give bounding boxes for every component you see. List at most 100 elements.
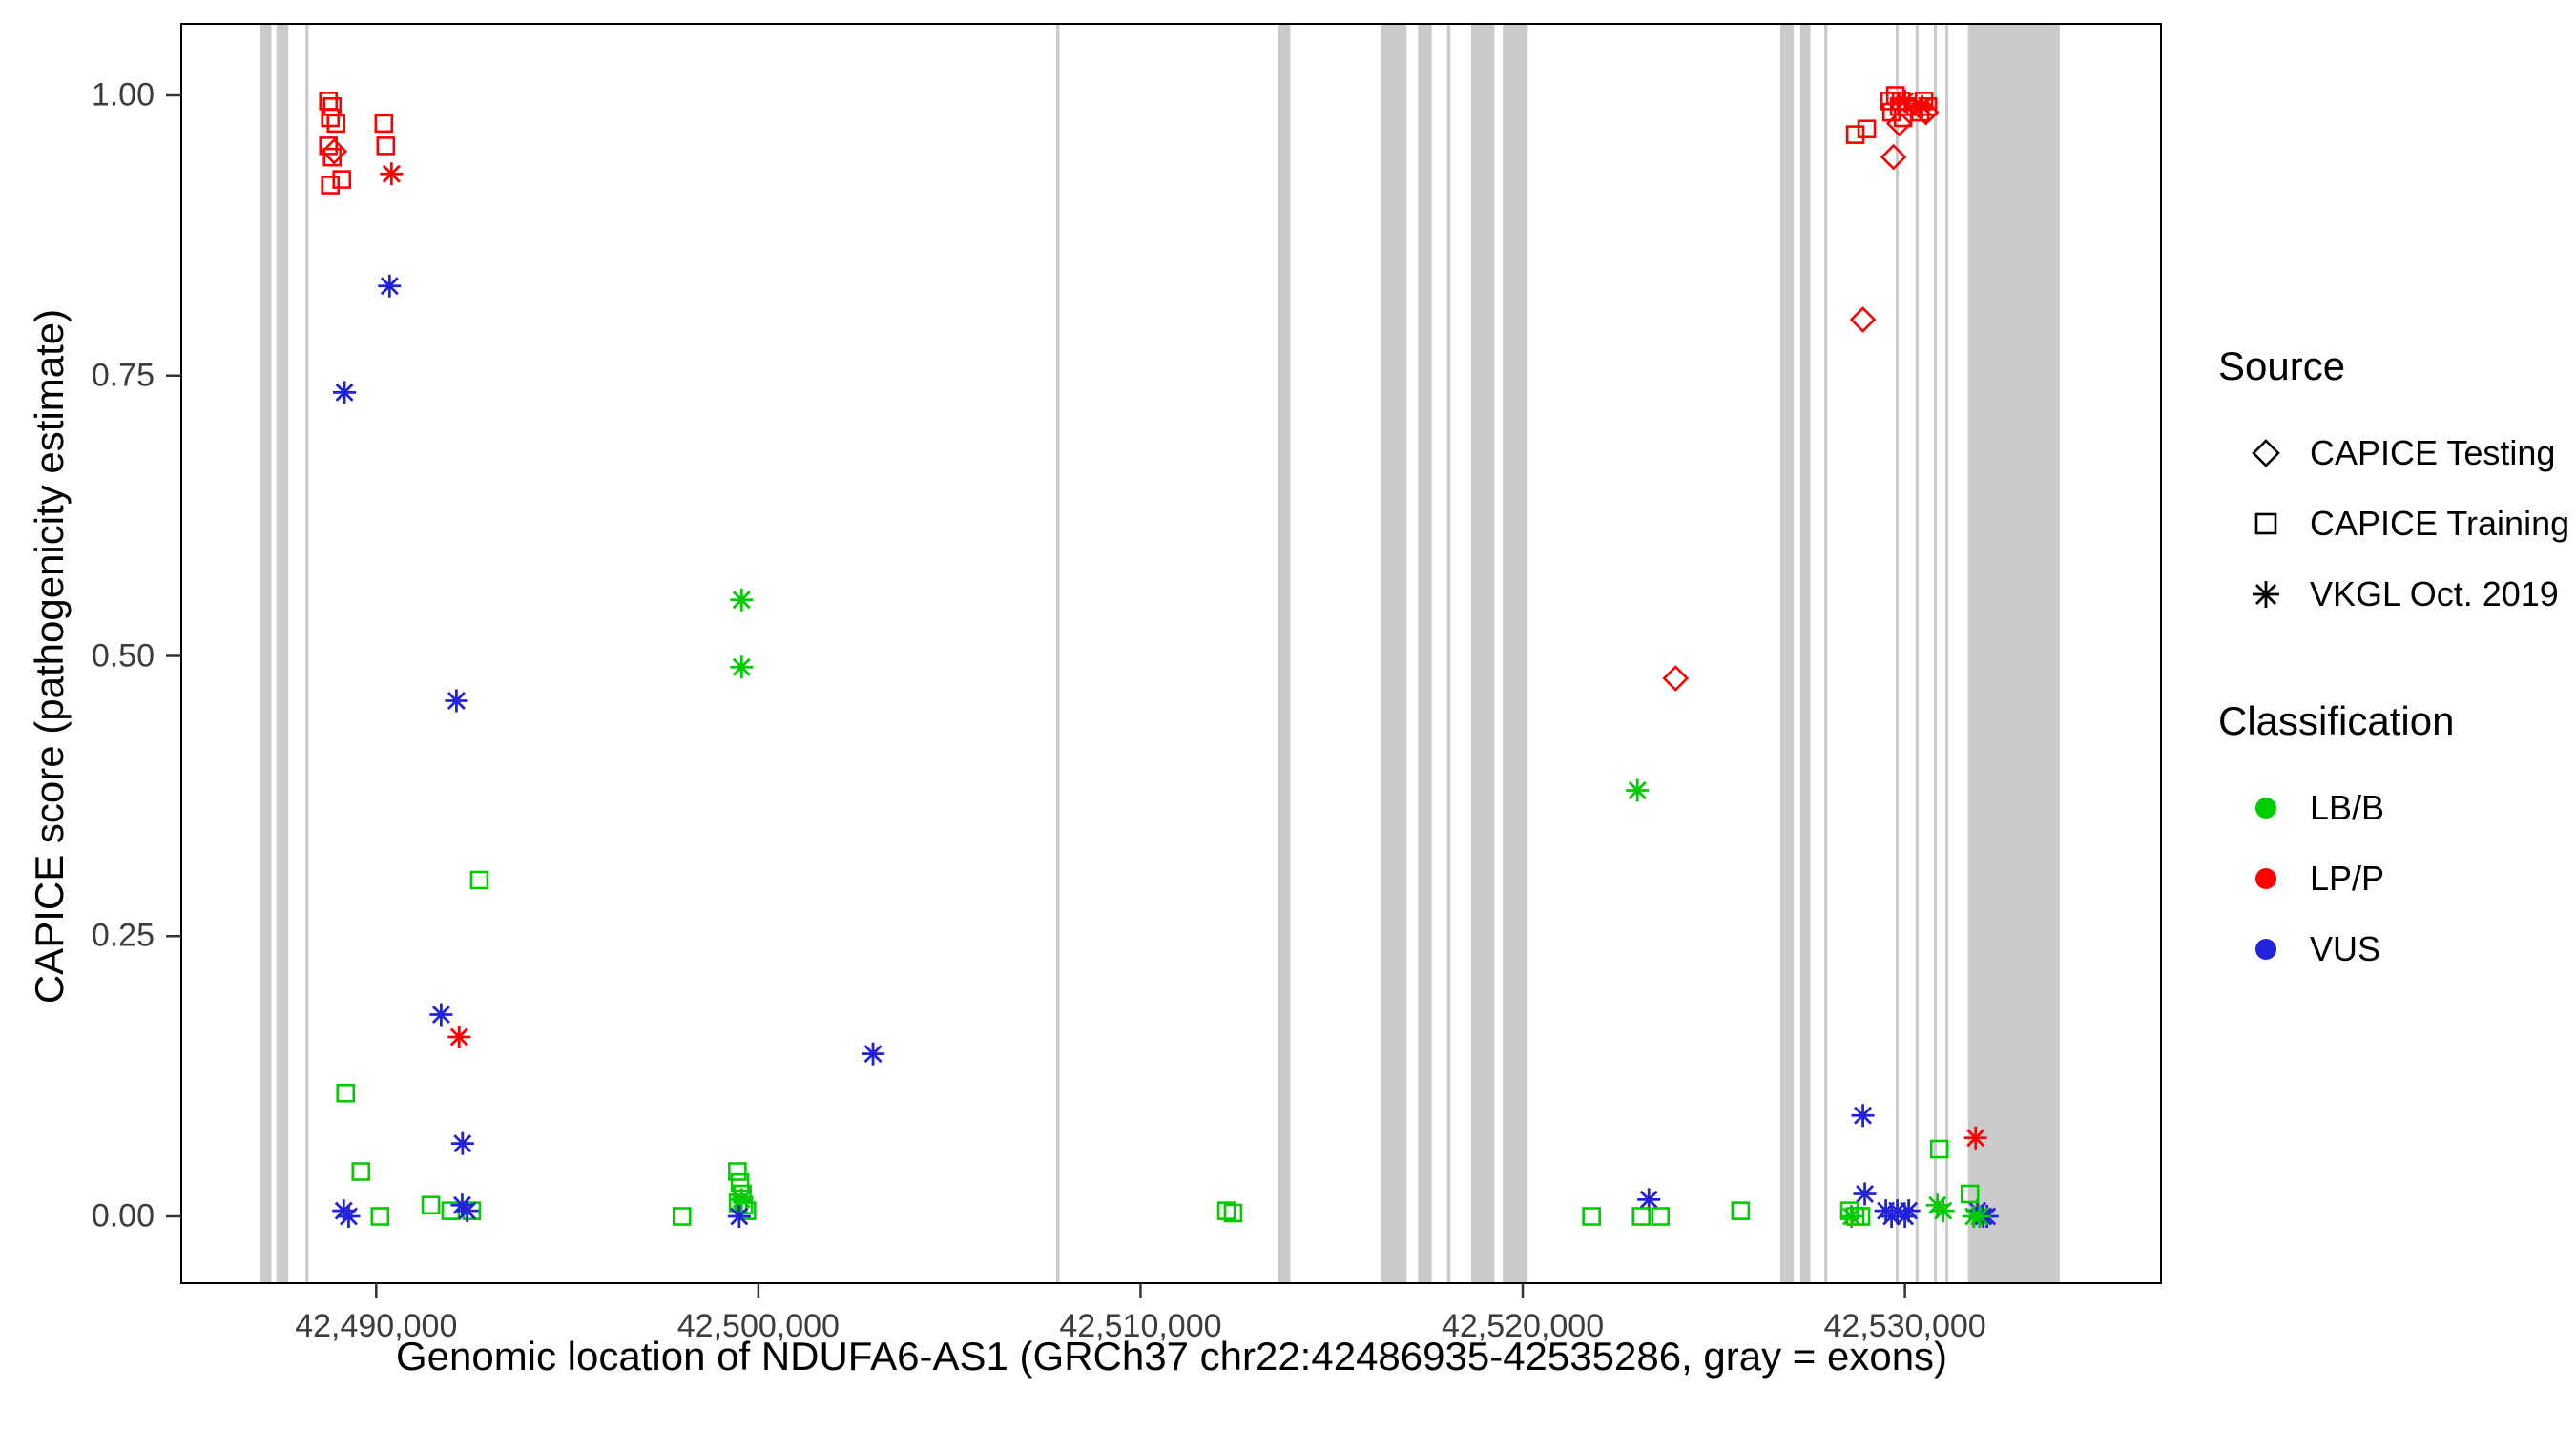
panel-border — [180, 23, 2162, 1284]
data-point — [732, 591, 751, 610]
legend-item-capice-training: CAPICE Training — [2218, 488, 2569, 559]
data-point — [1662, 665, 1690, 692]
exon-band — [1381, 25, 1407, 1282]
exon-band — [1915, 25, 1919, 1282]
data-point — [370, 1207, 390, 1226]
y-tick-label: 0.25 — [91, 917, 155, 954]
data-point — [453, 1134, 472, 1153]
data-point — [1900, 1201, 1919, 1220]
data-point — [1223, 1203, 1243, 1223]
data-point — [319, 92, 339, 111]
x-tick-label: 42,490,000 — [295, 1308, 458, 1344]
x-tick-label: 42,530,000 — [1823, 1308, 1986, 1344]
diamond-icon — [2252, 439, 2280, 467]
data-point — [1857, 119, 1877, 139]
exon-band — [1799, 25, 1811, 1282]
exon-band — [1780, 25, 1795, 1282]
data-point — [1651, 1207, 1671, 1226]
data-point — [469, 870, 489, 890]
data-point — [1960, 1184, 1980, 1204]
data-point — [730, 1172, 750, 1192]
data-point — [1970, 1207, 1989, 1226]
y-tick-label: 0.75 — [91, 357, 155, 394]
data-point — [1856, 1185, 1875, 1203]
legend-item-label: CAPICE Testing — [2310, 433, 2556, 472]
legend-source-group: Source CAPICE Testing CAPICE Training — [2218, 343, 2569, 630]
data-point — [332, 170, 352, 189]
exon-band — [1503, 25, 1528, 1282]
x-tick-label: 42,510,000 — [1059, 1308, 1222, 1344]
data-point — [376, 136, 396, 156]
data-point — [1896, 92, 1915, 111]
data-point — [1934, 1201, 1953, 1220]
legend-spacer — [2218, 630, 2569, 698]
classification-dot-icon — [2255, 939, 2276, 960]
data-point — [1582, 1207, 1601, 1226]
data-point — [1216, 1201, 1236, 1220]
data-point — [863, 1045, 883, 1064]
legend-item-label: VKGL Oct. 2019 — [2310, 574, 2559, 613]
legend-item-label: LP/P — [2310, 859, 2385, 898]
data-point — [374, 114, 394, 134]
data-point — [732, 657, 751, 676]
x-axis-title: Genomic location of NDUFA6-AS1 (GRCh37 c… — [395, 1334, 1948, 1379]
data-point — [382, 164, 401, 183]
data-point — [339, 1207, 358, 1226]
data-point — [1885, 86, 1905, 105]
legend-item-vus: VUS — [2218, 914, 2569, 985]
data-point — [732, 1190, 751, 1209]
data-point — [1885, 110, 1913, 137]
exon-band — [305, 25, 309, 1282]
data-point — [321, 176, 341, 195]
legend-source-title: Source — [2218, 343, 2346, 388]
exon-band — [1278, 25, 1291, 1282]
exon-band — [276, 25, 289, 1282]
data-point — [1966, 1129, 1985, 1148]
classification-dot-icon — [2255, 798, 2276, 819]
data-point — [335, 383, 354, 402]
data-point — [321, 137, 348, 165]
data-point — [458, 1201, 477, 1220]
data-point — [431, 1006, 450, 1024]
data-point — [1880, 143, 1907, 171]
y-axis-title: CAPICE score (pathogenicity estimate) — [27, 308, 72, 1005]
data-point — [1849, 306, 1877, 333]
exon-band — [1418, 25, 1432, 1282]
exon-band — [1945, 25, 1949, 1282]
legend: Source CAPICE Testing CAPICE Training — [2218, 343, 2569, 985]
exon-band — [260, 25, 272, 1282]
data-point — [351, 1162, 371, 1181]
square-icon — [2254, 512, 2277, 535]
data-point — [1929, 1139, 1949, 1159]
legend-item-label: CAPICE Training — [2310, 504, 2570, 543]
data-point — [421, 1195, 441, 1215]
data-point — [1854, 1106, 1873, 1125]
legend-item-lpp: LP/P — [2218, 843, 2569, 914]
exon-band — [1470, 25, 1495, 1282]
data-point — [447, 692, 466, 710]
legend-classification-title: Classification — [2218, 698, 2455, 743]
x-tick-label: 42,500,000 — [676, 1308, 840, 1344]
legend-item-label: LB/B — [2310, 788, 2385, 827]
legend-item-lbb: LB/B — [2218, 773, 2569, 843]
classification-dot-icon — [2255, 868, 2276, 889]
data-point — [730, 1207, 749, 1226]
data-point — [1842, 1207, 1861, 1226]
data-point — [728, 1162, 747, 1181]
y-tick-label: 0.50 — [91, 637, 155, 674]
legend-item-vkgl: VKGL Oct. 2019 — [2218, 559, 2569, 630]
data-point — [319, 136, 339, 156]
legend-item-capice-testing: CAPICE Testing — [2218, 418, 2569, 488]
data-point — [380, 277, 399, 296]
y-tick-label: 0.00 — [91, 1197, 155, 1234]
exon-band — [1446, 25, 1451, 1282]
exon-band — [1967, 25, 2060, 1282]
legend-item-label: VUS — [2310, 929, 2381, 968]
exon-band — [1895, 25, 1899, 1282]
data-point — [672, 1207, 692, 1226]
data-point — [336, 1083, 356, 1103]
asterisk-icon — [2253, 581, 2279, 608]
data-point — [1731, 1201, 1751, 1220]
